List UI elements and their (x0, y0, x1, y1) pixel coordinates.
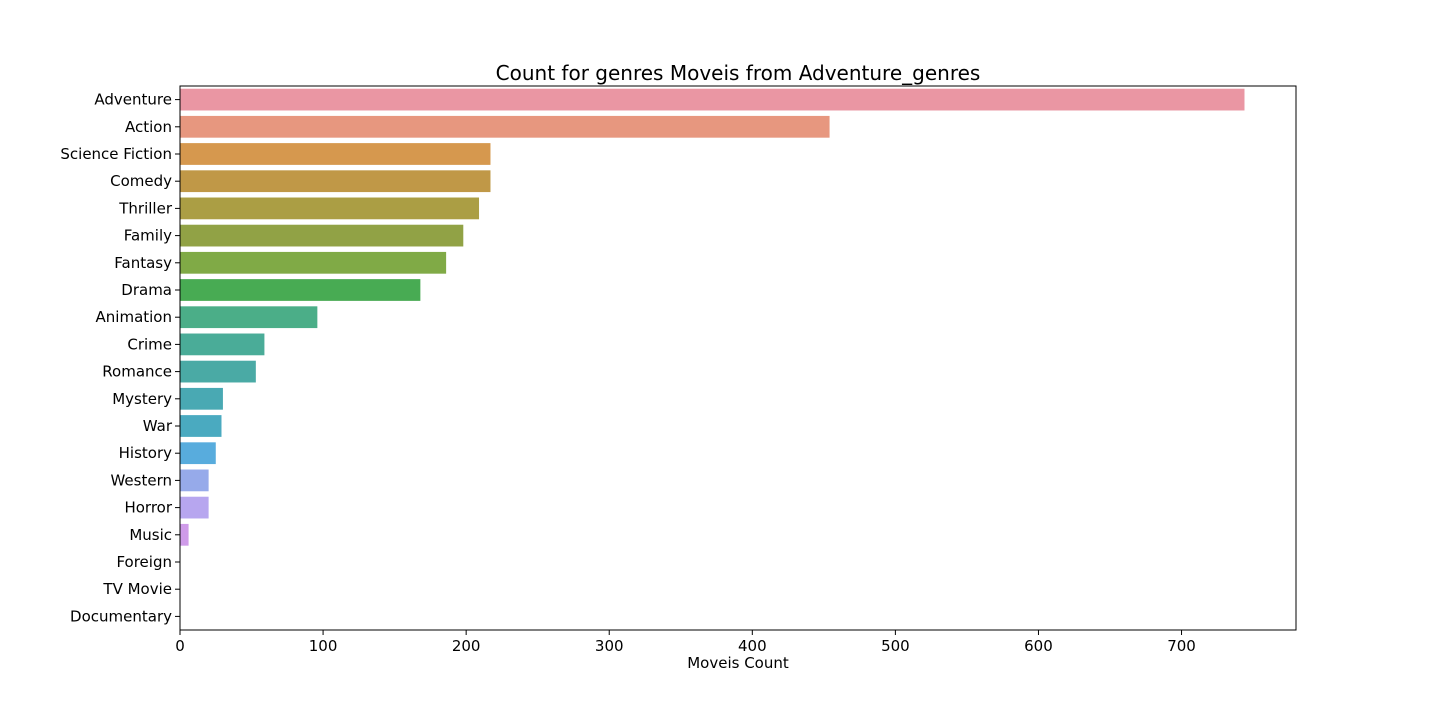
x-tick-label: 300 (595, 637, 624, 655)
y-tick-label: Drama (121, 281, 172, 299)
bar-family (180, 224, 464, 247)
chart-title: Count for genres Moveis from Adventure_g… (496, 61, 981, 85)
bar-music (180, 523, 189, 546)
x-tick-label: 400 (738, 637, 767, 655)
bar-horror (180, 496, 209, 519)
y-tick-label: Western (110, 471, 172, 489)
bar-drama (180, 279, 421, 301)
y-tick-label: Comedy (110, 172, 172, 190)
bar-fantasy (180, 251, 447, 274)
y-tick-label: TV Movie (102, 580, 172, 598)
bar-crime (180, 333, 265, 356)
x-tick-label: 0 (175, 637, 185, 655)
x-tick-label: 200 (452, 637, 481, 655)
y-tick-label: Horror (124, 499, 172, 517)
x-tick-label: 500 (881, 637, 910, 655)
y-tick-label: Action (125, 118, 172, 136)
bar-action (180, 115, 830, 138)
y-tick-label: Documentary (70, 607, 172, 625)
x-tick-label: 700 (1167, 637, 1196, 655)
bar-romance (180, 360, 256, 383)
bar-comedy (180, 170, 491, 193)
x-tick-label: 600 (1024, 637, 1053, 655)
bars-layer (180, 88, 1245, 546)
y-tick-label: History (119, 444, 172, 462)
y-tick-label: Crime (127, 335, 172, 353)
bar-history (180, 442, 216, 465)
y-tick-label: Mystery (112, 390, 172, 408)
y-tick-label: Science Fiction (60, 145, 172, 163)
y-axis: Adventure Action Science Fiction Comedy Thri… (60, 91, 180, 625)
y-tick-label: Music (129, 526, 172, 544)
plot-frame (179, 85, 1297, 631)
bar-animation (180, 306, 318, 329)
bar-mystery (180, 387, 223, 410)
y-tick-label: Foreign (116, 553, 172, 571)
x-axis: 0 100 200 300 400 500 600 700 (175, 630, 1196, 655)
bar-adventure (180, 88, 1245, 111)
y-tick-label: Family (124, 227, 172, 245)
y-tick-label: Thriller (118, 199, 173, 217)
bar-western (180, 469, 209, 492)
x-axis-label: Moveis Count (687, 654, 789, 672)
y-tick-label: Fantasy (114, 254, 172, 272)
y-tick-label: War (143, 417, 173, 435)
bar-science-fiction (180, 143, 491, 165)
y-tick-label: Romance (102, 363, 172, 381)
y-tick-label: Animation (96, 308, 172, 326)
bar-war (180, 415, 222, 437)
bar-thriller (180, 197, 480, 220)
y-tick-label: Adventure (94, 91, 172, 109)
x-tick-label: 100 (309, 637, 338, 655)
